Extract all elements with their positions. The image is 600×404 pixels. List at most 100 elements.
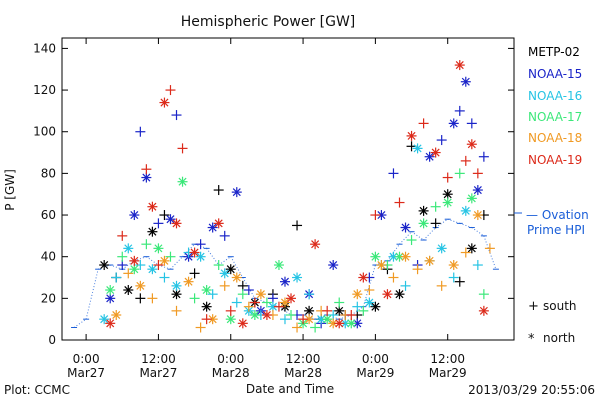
data-point: [111, 272, 122, 283]
data-point: [153, 260, 164, 271]
data-point: [141, 164, 152, 175]
data-point: [195, 239, 206, 250]
data-point: [358, 272, 369, 283]
y-tick-label: 100: [33, 125, 56, 139]
data-point: [147, 201, 158, 212]
data-point: [388, 272, 399, 283]
data-point: [153, 218, 164, 229]
x-tick-label-date: Mar29: [429, 366, 467, 380]
x-axis: 0:00Mar2712:00Mar270:00Mar2812:00Mar280:…: [67, 38, 467, 380]
legend-ovation-line-1: — Ovation: [526, 208, 589, 222]
data-point: [273, 260, 284, 271]
data-point: [442, 189, 453, 200]
data-point: [189, 247, 200, 258]
data-point: [273, 301, 284, 312]
data-point: [231, 297, 242, 308]
data-point: [159, 272, 170, 283]
data-point: [286, 293, 297, 304]
data-point: [201, 314, 212, 325]
satellite-series: [99, 60, 495, 333]
data-point: [448, 260, 459, 271]
data-point: [105, 318, 116, 329]
data-point: [460, 247, 471, 258]
series-noaa-17: [105, 168, 489, 333]
data-point: [328, 260, 339, 271]
ovation-segment: [278, 306, 292, 316]
data-point: [424, 151, 435, 162]
data-point: [159, 210, 170, 221]
x-tick-label-date: Mar28: [212, 366, 250, 380]
data-point: [117, 251, 128, 262]
ovation-segment: [218, 256, 232, 266]
data-point: [117, 230, 128, 241]
ovation-segment: [170, 256, 183, 270]
data-point: [370, 251, 381, 262]
data-point: [394, 197, 405, 208]
data-point: [207, 289, 218, 300]
ovation-segment: [146, 256, 159, 266]
data-point: [292, 322, 303, 333]
data-point: [195, 322, 206, 333]
ovation-segment: [471, 227, 485, 237]
data-point: [442, 197, 453, 208]
data-point: [394, 289, 405, 300]
data-point: [298, 314, 309, 325]
data-point: [412, 264, 423, 275]
data-point: [147, 226, 158, 237]
data-point: [460, 76, 471, 87]
data-point: [466, 243, 477, 254]
data-point: [430, 147, 441, 158]
x-tick-label-time: 0:00: [73, 352, 100, 366]
data-point: [382, 289, 393, 300]
y-tick-label: 140: [33, 41, 56, 55]
data-point: [310, 239, 321, 250]
data-point: [213, 218, 224, 229]
data-point: [129, 264, 140, 275]
data-point: [135, 280, 146, 291]
data-point: [454, 60, 465, 71]
data-point: [177, 143, 188, 154]
data-point: [189, 268, 200, 279]
data-point: [472, 210, 483, 221]
data-point: [171, 218, 182, 229]
series-noaa-15: [105, 76, 489, 329]
data-point: [249, 310, 260, 321]
legend: METP-02 NOAA-15 NOAA-16 NOAA-17 NOAA-18 …: [514, 45, 589, 347]
data-point: [165, 251, 176, 262]
data-point: [279, 314, 290, 325]
data-point: [352, 301, 363, 312]
data-point: [249, 297, 260, 308]
legend-item-noaa-18: NOAA-18: [528, 131, 582, 145]
data-point: [243, 301, 254, 312]
legend-item-noaa-17: NOAA-17: [528, 110, 582, 124]
ovation-segment: [399, 231, 412, 245]
data-point: [255, 289, 266, 300]
ovation-segment: [447, 218, 460, 224]
data-point: [99, 314, 110, 325]
y-tick-label: 80: [41, 166, 56, 180]
data-point: [279, 276, 290, 287]
data-point: [105, 285, 116, 296]
legend-ovation-line-2: Prime HPI: [527, 223, 585, 237]
data-point: [141, 239, 152, 250]
data-point: [225, 314, 236, 325]
x-tick-label-date: Mar29: [356, 366, 394, 380]
data-point: [123, 243, 134, 254]
data-point: [111, 310, 122, 321]
x-tick-label-time: 12:00: [141, 352, 176, 366]
data-point: [466, 118, 477, 129]
data-point: [237, 289, 248, 300]
data-point: [334, 297, 345, 308]
ovation-segment: [110, 264, 123, 270]
data-point: [346, 310, 357, 321]
data-point: [219, 230, 230, 241]
y-axis: 0 20 40 60 80 100 120 140: [33, 41, 514, 347]
data-point: [418, 205, 429, 216]
data-point: [219, 268, 230, 279]
data-point: [484, 243, 495, 254]
data-point: [219, 280, 230, 291]
legend-item-noaa-15: NOAA-15: [528, 67, 582, 81]
data-point: [243, 285, 254, 296]
data-point: [171, 110, 182, 121]
